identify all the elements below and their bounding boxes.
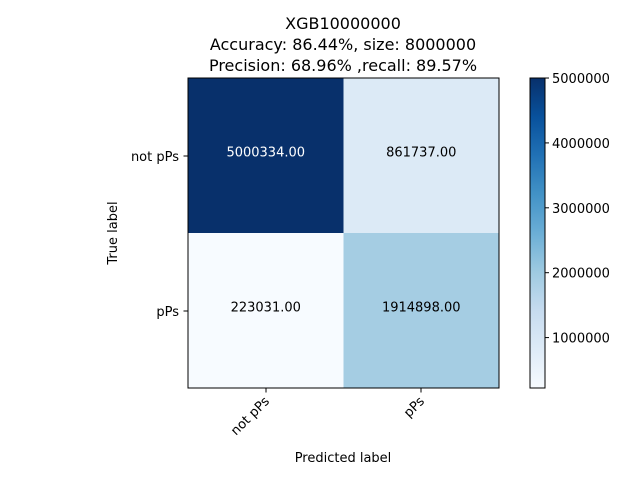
y-axis-label: True label	[106, 201, 121, 265]
heatmap-cell-0-1	[343, 78, 500, 234]
heatmap-cell-label-0-0: 5000334.00	[226, 146, 305, 161]
plot-frame	[187, 77, 500, 389]
heatmap-cell-label-1-1: 1914898.00	[382, 301, 461, 316]
heatmap-cell-1-1	[343, 233, 500, 389]
chart-title-line-2: Accuracy: 86.44%, size: 8000000	[210, 35, 476, 54]
colorbar-ticks: 1000000 2000000 3000000 4000000 5000000	[545, 72, 610, 347]
y-tick-label-not-pps: not pPs	[131, 150, 179, 165]
heatmap-cell-0-0	[188, 78, 344, 234]
heatmap-cell-labels: 5000334.00 861737.00 223031.00 1914898.00	[226, 146, 460, 316]
colorbar-tick-label-1: 2000000	[552, 267, 610, 282]
x-tick-label-pps: pPs	[401, 394, 428, 421]
x-axis-label: Predicted label	[295, 451, 392, 466]
colorbar-tick-label-4: 5000000	[552, 72, 610, 87]
heatmap-cell-label-0-1: 861737.00	[386, 146, 456, 161]
colorbar	[529, 77, 546, 389]
heatmap-cell-1-0	[188, 233, 344, 389]
heatmap-cell-label-1-0: 223031.00	[231, 301, 301, 316]
chart-title-line-3: Precision: 68.96% ,recall: 89.57%	[209, 56, 477, 75]
x-tick-label-not-pps: not pPs	[228, 394, 273, 439]
colorbar-tick-label-0: 1000000	[552, 332, 610, 347]
heatmap-cells	[188, 78, 500, 389]
colorbar-tick-label-2: 3000000	[552, 202, 610, 217]
colorbar-tick-label-3: 4000000	[552, 137, 610, 152]
y-tick-label-pps: pPs	[156, 305, 179, 320]
chart-title-line-1: XGB10000000	[285, 14, 401, 33]
